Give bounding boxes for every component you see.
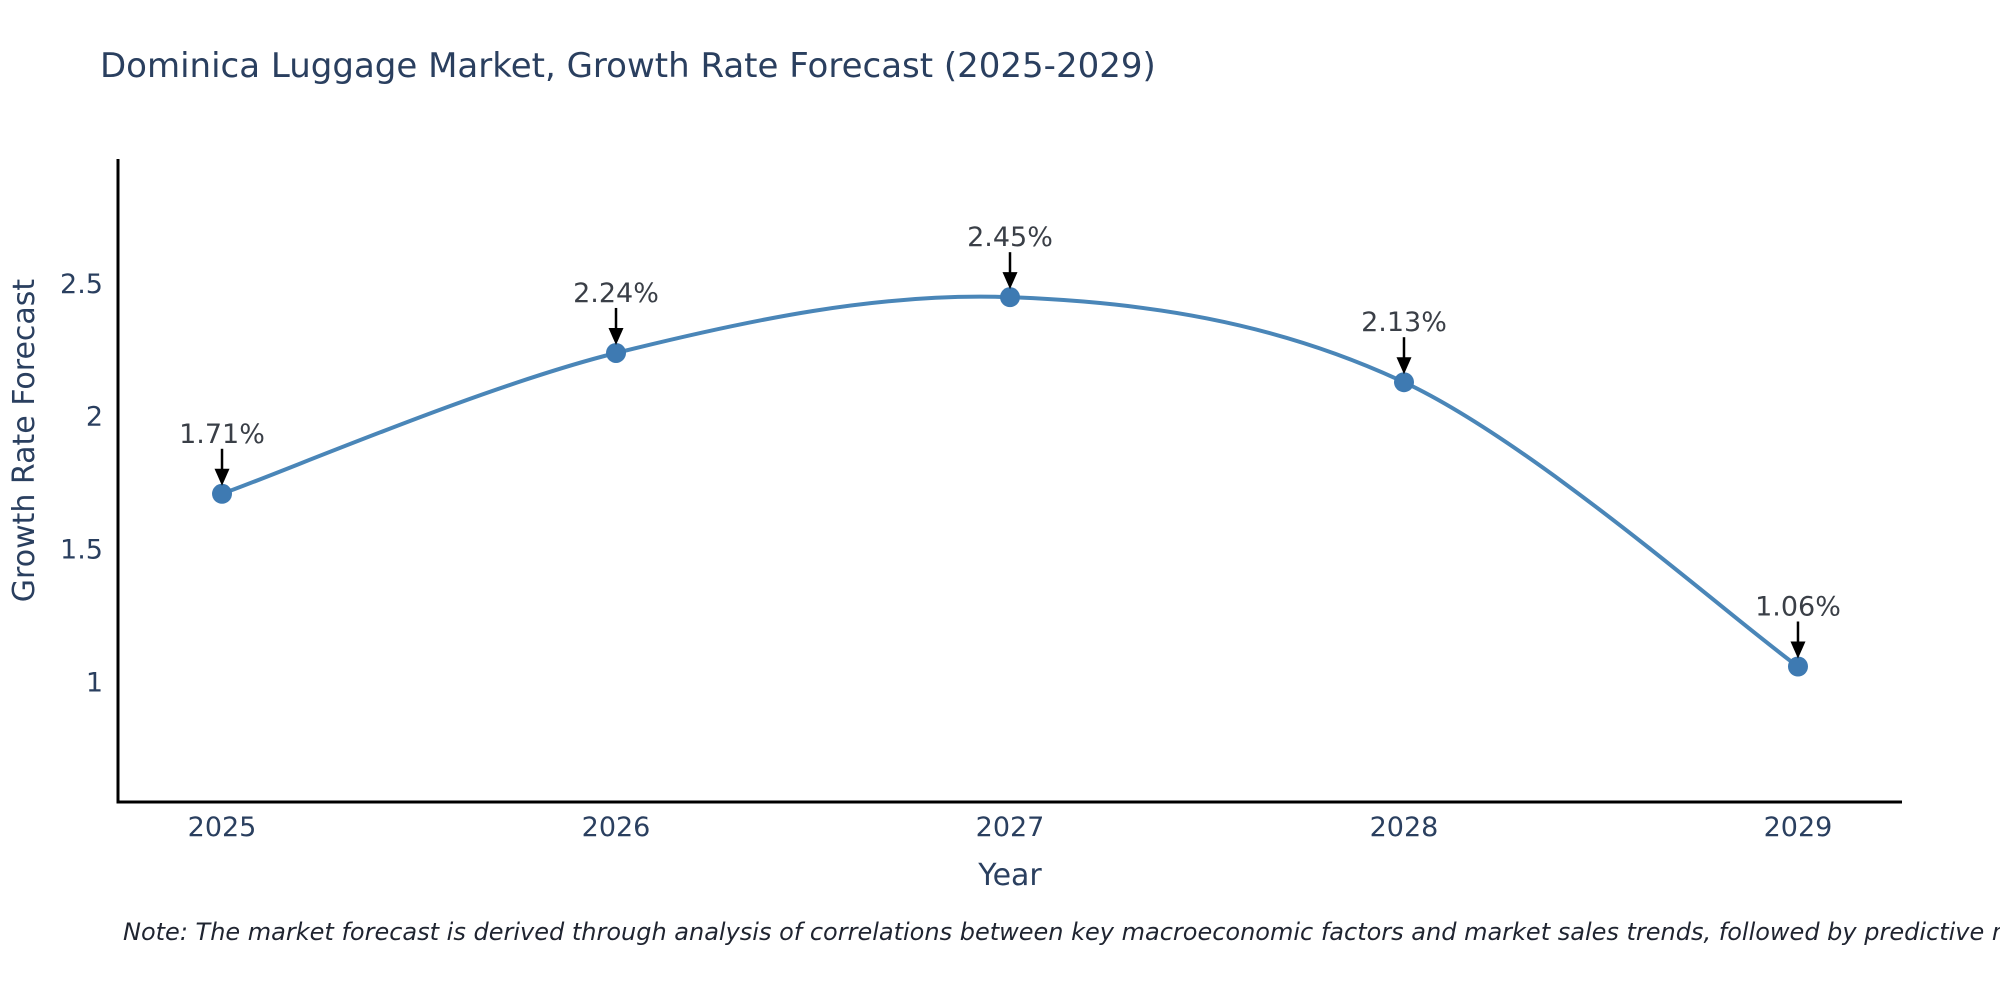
annotation-arrowhead [214,468,230,486]
y-tick-label: 2.5 [60,269,103,300]
point-value-label: 2.13% [1361,307,1447,338]
data-point [1393,372,1414,393]
x-tick-label: 2029 [1764,812,1833,843]
annotation-arrowhead [1396,357,1412,375]
point-value-label: 1.71% [179,419,265,450]
point-value-label: 1.06% [1755,591,1841,622]
y-axis-title: Growth Rate Forecast [7,279,42,603]
footnote: Note: The market forecast is derived thr… [123,918,2000,946]
y-tick-label: 2 [86,402,103,433]
x-tick-label: 2027 [976,812,1045,843]
annotation-arrowhead [1790,641,1806,659]
point-value-label: 2.45% [967,222,1053,253]
x-tick-label: 2026 [582,812,651,843]
point-value-label: 2.24% [573,278,659,309]
annotation-arrowhead [1002,272,1018,290]
data-point [212,483,233,504]
data-point [1787,656,1808,677]
x-tick-label: 2025 [188,812,257,843]
annotation-arrowhead [608,327,624,345]
data-point [606,342,627,363]
chart-title: Dominica Luggage Market, Growth Rate For… [100,46,1156,86]
x-axis-title: Year [977,858,1042,893]
x-tick-label: 2028 [1370,812,1439,843]
growth-rate-line [220,294,1800,669]
y-tick-label: 1 [86,667,103,698]
data-point [1000,287,1020,308]
y-tick-label: 1.5 [60,535,103,566]
